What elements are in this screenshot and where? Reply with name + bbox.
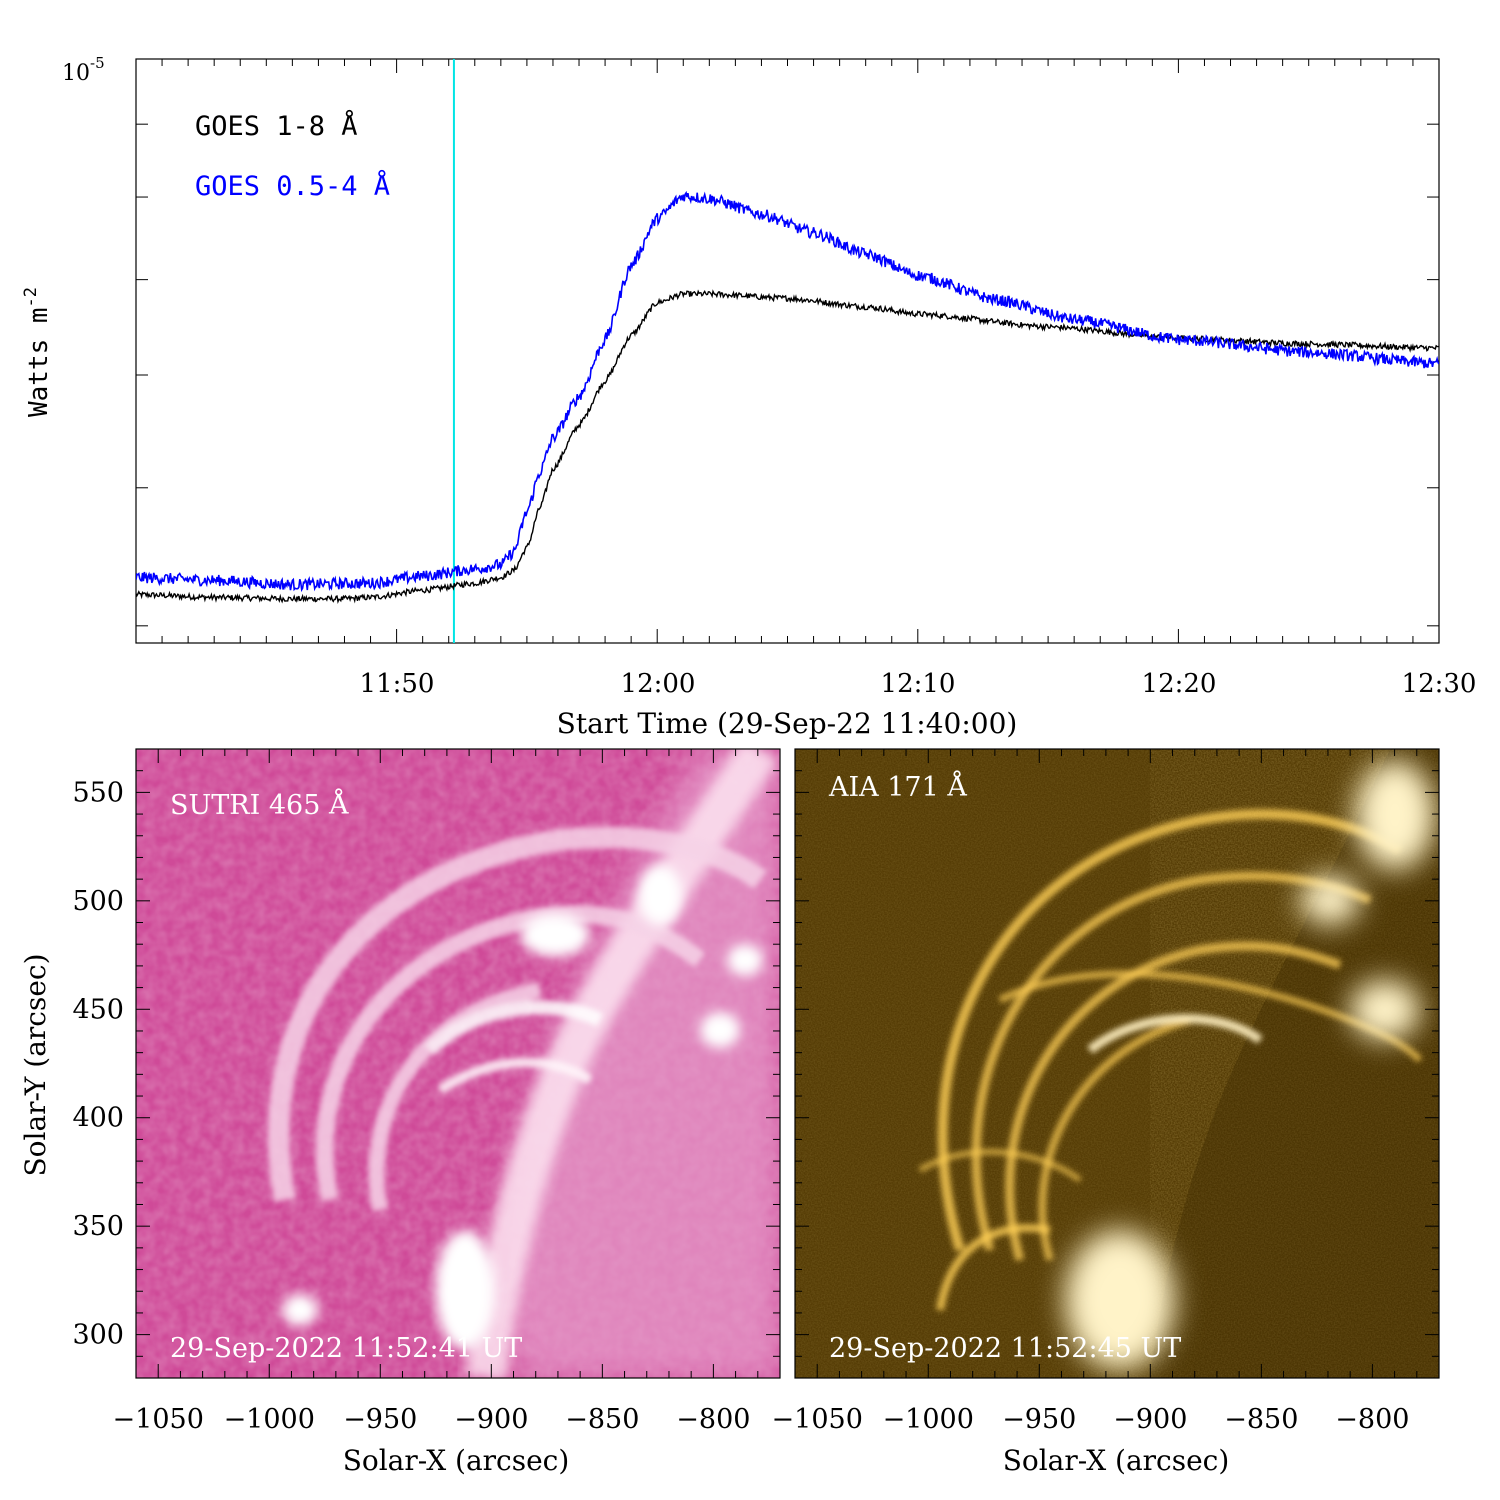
sutri-axis-ticks: −1050 −1000 −950 −900 −850 −800 300 350 400 450 50… [72,748,781,1435]
sutri-blob [435,1230,495,1350]
x-tick-label: −1000 [883,1404,974,1435]
goes-0.5-4-curve [136,190,1439,593]
flux-axis-label: Watts m-2 [21,287,54,417]
aia-frame [794,748,1440,1379]
sutri-loops [267,826,767,1212]
aia-loop [1087,1014,1263,1054]
goes-1-8-curve [136,289,1439,604]
x-tick-label: −1050 [113,1404,204,1435]
sutri-blob [520,913,590,957]
plot-frame [135,58,1440,644]
aia-loop [1038,1016,1192,1262]
aia-x-axis-label: Solar-X (arcsec) [1003,1444,1230,1477]
flux-axis-label-text: Watts m [24,307,54,417]
flux-axis-label-sup: -2 [21,287,41,307]
flux-axis-ticks [136,58,1439,627]
time-tick-label-1220: 12:20 [1142,669,1217,699]
y-top-exp: -5 [90,54,105,72]
time-tick-label-1210: 12:10 [881,669,956,699]
sutri-loop-arc [425,1000,604,1056]
sutri-y-axis-label: Solar-Y (arcsec) [19,953,52,1176]
y-tick-label: 550 [72,777,124,808]
time-tick-label-1230: 12:30 [1402,669,1477,699]
sutri-frame [135,748,781,1379]
y-tick-label: 450 [72,994,124,1025]
y-tick-label: 300 [72,1320,124,1351]
aia-loop [937,809,1403,1252]
aia-panel-label: AIA 171 Å [828,770,967,803]
sutri-bright-blobs [282,865,763,1350]
time-tick-label-1200: 12:00 [621,669,696,699]
x-tick-label: −1000 [224,1404,315,1435]
y-top-base: 10 [62,61,90,86]
time-axis-label: Start Time (29-Sep-22 11:40:00) [557,707,1018,740]
y-tick-label: 500 [72,886,124,917]
aia-bright-footpoint [1065,1230,1175,1370]
time-tick-label-1150: 11:50 [360,669,435,699]
x-tick-label: −900 [454,1404,528,1435]
sutri-blob [727,944,763,976]
sutri-blob [282,1294,318,1326]
sutri-loop-outer [267,826,767,1203]
goes-lightcurve-panel: 10-5 GOES 1-8 Å GOES 0.5-4 Å Watts m-2 1… [21,54,1476,740]
x-tick-label: −850 [1224,1404,1298,1435]
sutri-disk-glow [505,749,780,1378]
sutri-loop-arc2 [437,1057,593,1095]
legend-goes-0.5-4: GOES 0.5-4 Å [195,170,390,202]
sutri-465-image-panel: SUTRI 465 Å 29-Sep-2022 11:52:41 UT −105… [19,748,781,1477]
x-tick-label: −1050 [772,1404,863,1435]
sutri-blob [700,1012,740,1048]
y-tick-label: 350 [72,1211,124,1242]
aia-loops [918,809,1423,1311]
aia-171-image-panel: AIA 171 Å 29-Sep-2022 11:52:45 UT −1050−… [772,748,1440,1477]
sutri-loop-inner [368,982,542,1212]
time-axis-ticks [135,59,1440,643]
legend-goes-1-8: GOES 1-8 Å [195,110,358,142]
x-tick-label: −950 [1002,1404,1076,1435]
aia-loop [998,970,1423,1063]
x-tick-label: −800 [1335,1404,1409,1435]
aia-loop [918,1148,1082,1183]
x-tick-label: −850 [565,1404,639,1435]
x-tick-label: −900 [1113,1404,1187,1435]
aia-bright-footpoint [1355,760,1435,870]
aia-loop [971,871,1372,1252]
aia-bright-regions [1065,760,1435,1370]
sutri-timestamp: 29-Sep-2022 11:52:41 UT [170,1333,522,1364]
aia-timestamp: 29-Sep-2022 11:52:45 UT [829,1333,1181,1364]
aia-loop [936,1224,1051,1311]
y-top-tick-label: 10-5 [62,54,105,86]
x-tick-label: −950 [343,1404,417,1435]
sutri-panel-label: SUTRI 465 Å [170,788,349,821]
x-tick-label: −800 [676,1404,750,1435]
y-tick-label: 400 [72,1103,124,1134]
aia-bright-footpoint [1300,875,1360,925]
aia-bright-footpoint [1350,980,1420,1040]
sutri-x-axis-label: Solar-X (arcsec) [343,1444,570,1477]
sutri-blob [638,865,682,925]
aia-axis-ticks: −1050 −1000 −950 −900 −850 −800 [772,748,1440,1435]
sutri-loop-mid [315,905,706,1202]
